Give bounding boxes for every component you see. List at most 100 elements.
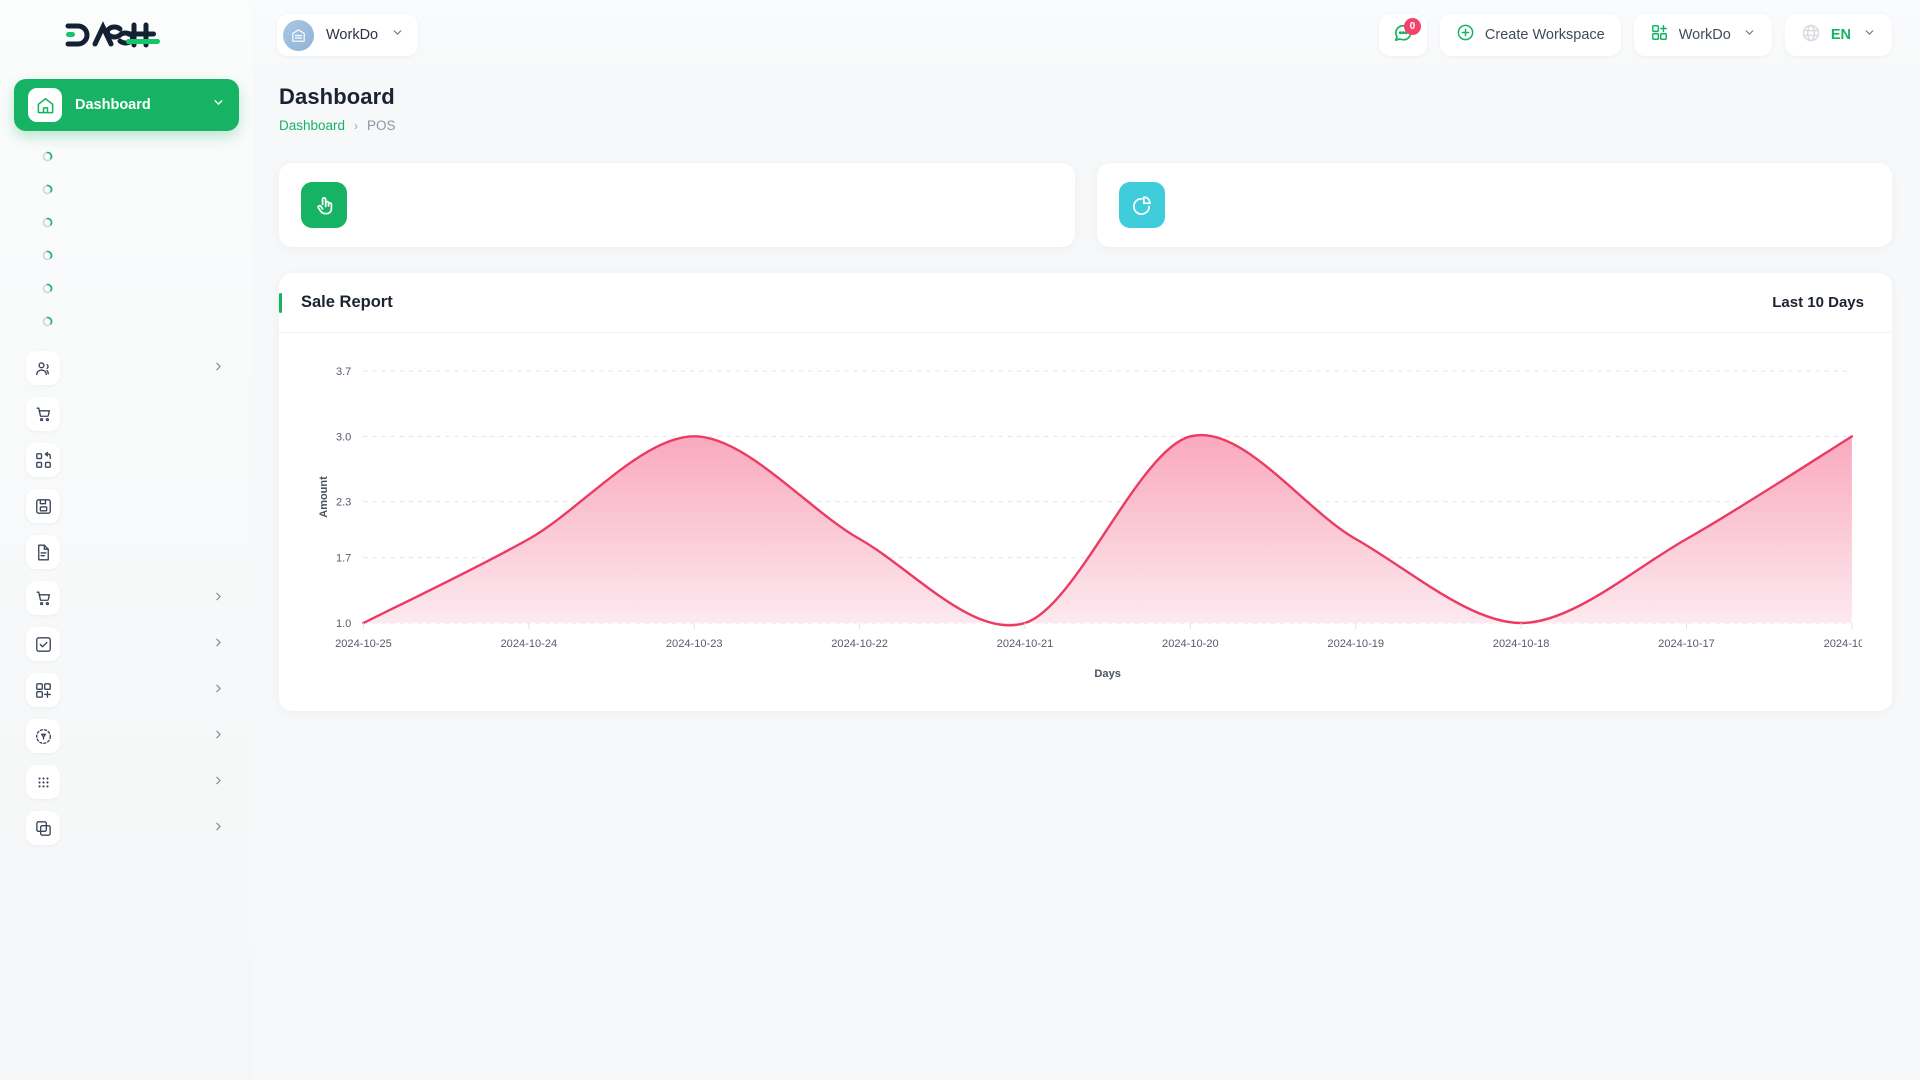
sidebar-item-accounting[interactable]: [14, 667, 239, 713]
sidebar-item-user-management[interactable]: [14, 345, 239, 391]
language-label: EN: [1830, 27, 1851, 43]
plus-circle-icon: [1456, 23, 1475, 47]
language-selector[interactable]: EN: [1784, 14, 1892, 56]
workspace-avatar-icon: [283, 19, 314, 51]
chevron-right-icon[interactable]: [212, 360, 225, 376]
svg-text:2024-10-24: 2024-10-24: [501, 638, 558, 650]
svg-text:2024-10-18: 2024-10-18: [1493, 638, 1550, 650]
page-title: Dashboard: [279, 84, 395, 109]
chevron-down-icon[interactable]: [1863, 26, 1876, 44]
page-content: Dashboard Dashboard › POS Sale Report La…: [253, 70, 1920, 711]
sidebar: Dashboard: [0, 0, 253, 1080]
stat-card-2: [1096, 163, 1892, 247]
grid-plus-icon: [26, 673, 60, 707]
proposal-icon: [26, 443, 60, 477]
svg-text:2024-10-16: 2024-10-16: [1824, 638, 1862, 650]
svg-text:2024-10-20: 2024-10-20: [1162, 638, 1219, 650]
logo-wrapper[interactable]: [0, 0, 253, 70]
svg-text:1.0: 1.0: [336, 618, 351, 630]
bullet-icon: [40, 281, 56, 301]
sidebar-subitem-accounting-dashboard[interactable]: [14, 174, 239, 207]
hrm-icon: [26, 719, 60, 753]
bullet-icon: [40, 182, 56, 202]
sidebar-item-items[interactable]: [14, 391, 239, 437]
cart-icon: [26, 581, 60, 615]
sidebar-item-invoice[interactable]: [14, 529, 239, 575]
breadcrumb-dashboard[interactable]: Dashboard: [279, 118, 346, 133]
sale-report-title: Sale Report: [301, 293, 393, 311]
breadcrumb: Dashboard › POS: [279, 118, 1892, 133]
sidebar-item-crm[interactable]: [14, 805, 239, 851]
chevron-right-icon[interactable]: [212, 682, 225, 698]
sidebar-subitem-queue-management-dashboard[interactable]: [14, 306, 239, 339]
sidebar-item-pos[interactable]: [14, 759, 239, 805]
cart-icon: [26, 397, 60, 431]
bullet-icon: [40, 314, 56, 334]
chevron-down-icon[interactable]: [212, 96, 225, 114]
topbar-right: 0 Create Workspace: [1378, 14, 1892, 56]
sidebar-nav: Dashboard: [0, 79, 253, 851]
sidebar-subitem-hrm-dashboard[interactable]: [14, 207, 239, 240]
sidebar-subnav: [14, 137, 239, 345]
svg-text:2024-10-17: 2024-10-17: [1658, 638, 1715, 650]
sale-report-header: Sale Report Last 10 Days: [279, 273, 1892, 333]
sidebar-item-dashboard[interactable]: Dashboard: [14, 79, 239, 131]
chevron-right-icon[interactable]: [212, 590, 225, 606]
messages-button[interactable]: 0: [1378, 14, 1427, 56]
svg-text:Amount: Amount: [318, 476, 330, 518]
breadcrumb-separator-icon: ›: [354, 118, 359, 133]
bullet-icon: [40, 248, 56, 268]
copy-icon: [26, 811, 60, 845]
sale-report-range: Last 10 Days: [1772, 294, 1864, 311]
home-icon: [28, 88, 62, 122]
workspace-switch-label: WorkDo: [1678, 27, 1731, 43]
workspace-switch-button[interactable]: WorkDo: [1633, 14, 1772, 56]
sale-report-chart: 1.0 1.7 2.3 3.0 3.7 2024-10-25 2024-10-24 2024-…: [279, 333, 1892, 685]
create-workspace-button[interactable]: Create Workspace: [1439, 14, 1621, 56]
main-area: WorkDo 0: [253, 0, 1920, 1080]
svg-text:2024-10-19: 2024-10-19: [1327, 638, 1384, 650]
breadcrumb-pos: POS: [367, 118, 396, 133]
svg-text:Days: Days: [1094, 668, 1120, 680]
svg-text:2024-10-23: 2024-10-23: [666, 638, 723, 650]
check-square-icon: [26, 627, 60, 661]
sidebar-item-retainer[interactable]: [14, 483, 239, 529]
messages-badge: 0: [1403, 18, 1421, 35]
sidebar-subitem-project-dashboard[interactable]: [14, 141, 239, 174]
svg-text:2024-10-22: 2024-10-22: [831, 638, 888, 650]
workspace-selector[interactable]: WorkDo: [277, 14, 419, 56]
stat-cards: [279, 163, 1892, 247]
chevron-right-icon[interactable]: [212, 774, 225, 790]
chevron-down-icon[interactable]: [391, 26, 404, 44]
sale-report-card: Sale Report Last 10 Days 1.0 1.7 2.3 3.0 3.7…: [279, 273, 1892, 711]
chevron-right-icon[interactable]: [212, 728, 225, 744]
sidebar-subitem-pos-dashboard[interactable]: [14, 240, 239, 273]
globe-icon: [1801, 23, 1821, 48]
topbar: WorkDo 0: [253, 0, 1920, 70]
create-workspace-label: Create Workspace: [1484, 27, 1605, 43]
save-icon: [26, 489, 60, 523]
area-chart: 1.0 1.7 2.3 3.0 3.7 2024-10-25 2024-10-24 2024-…: [318, 366, 1862, 680]
sidebar-item-purchases[interactable]: [14, 575, 239, 621]
sidebar-dashboard-label: Dashboard: [75, 97, 151, 113]
sidebar-item-projects[interactable]: [14, 621, 239, 667]
accent-bar: [279, 292, 282, 313]
pie-chart-icon: [1118, 182, 1165, 228]
sidebar-item-proposal[interactable]: [14, 437, 239, 483]
sidebar-item-hrm[interactable]: [14, 713, 239, 759]
chevron-down-icon[interactable]: [1743, 26, 1756, 44]
stat-card-1: [279, 163, 1075, 247]
workspace-name: WorkDo: [326, 27, 379, 43]
chevron-right-icon[interactable]: [212, 636, 225, 652]
users-icon: [26, 351, 60, 385]
svg-text:3.0: 3.0: [336, 431, 351, 443]
sidebar-subitem-crm-dashboard[interactable]: [14, 273, 239, 306]
svg-text:3.7: 3.7: [336, 366, 351, 378]
svg-text:2024-10-21: 2024-10-21: [997, 638, 1054, 650]
dots-grid-icon: [26, 765, 60, 799]
bullet-icon: [40, 149, 56, 169]
dash-logo: [62, 20, 160, 50]
sidebar-menu-list: [14, 345, 239, 851]
chevron-right-icon[interactable]: [212, 820, 225, 836]
